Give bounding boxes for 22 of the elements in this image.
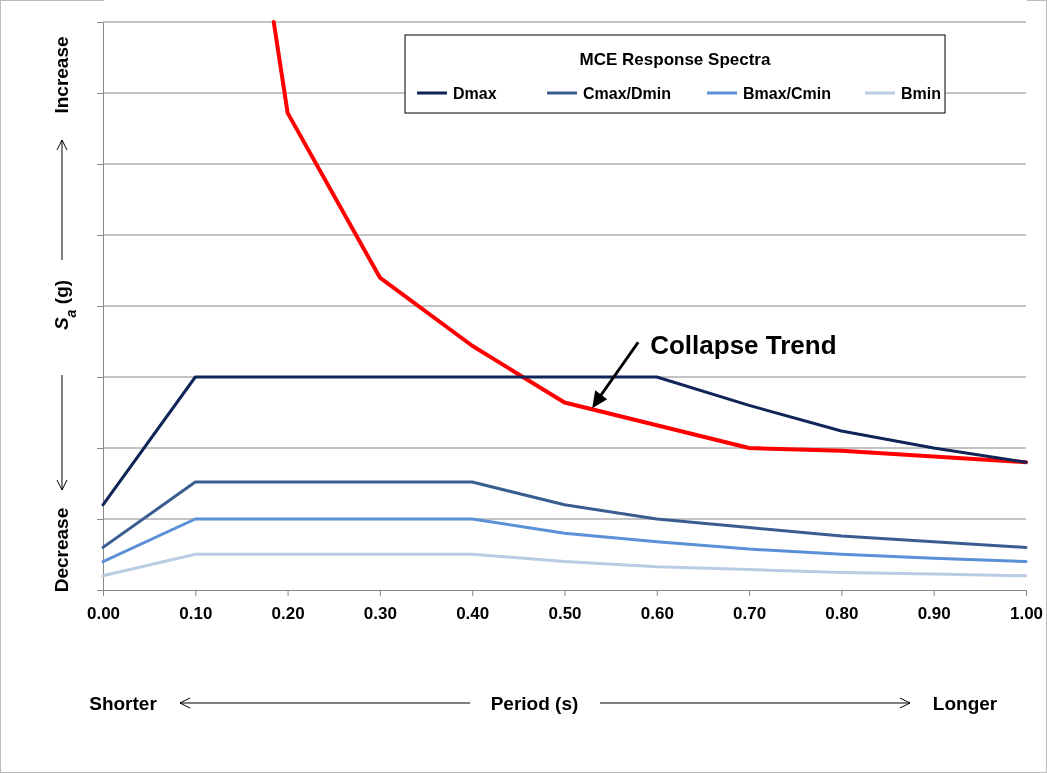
x-tick-label: 0.50 <box>548 604 582 624</box>
x-axis-title: Period (s) <box>490 693 579 714</box>
text: Increase <box>51 36 72 114</box>
text: Decrease <box>51 507 72 593</box>
x-tick-label: 0.40 <box>456 604 490 624</box>
x-tick-label: 0.20 <box>271 604 305 624</box>
legend-title: MCE Response Spectra <box>579 50 771 69</box>
x-tick-label: 0.60 <box>640 604 674 624</box>
annotation: Collapse Trend <box>650 330 837 361</box>
x-tick-label: 0.80 <box>825 604 859 624</box>
legend-label: Bmin <box>901 85 941 102</box>
x-tick-label: 0.00 <box>86 604 121 624</box>
text: Longer <box>932 693 998 714</box>
legend-label: Cmax/Dmin <box>583 85 672 102</box>
x-tick-label: 0.90 <box>917 604 951 624</box>
legend-label: Dmax <box>453 85 497 102</box>
text: Shorter <box>89 693 158 714</box>
x-tick-label: 0.30 <box>363 604 397 624</box>
x-tick-label: 0.70 <box>733 604 767 624</box>
x-tick-label: 0.10 <box>179 604 213 624</box>
legend-label: Bmax/Cmin <box>743 85 832 102</box>
x-tick-label: 1.00 <box>1009 604 1044 624</box>
